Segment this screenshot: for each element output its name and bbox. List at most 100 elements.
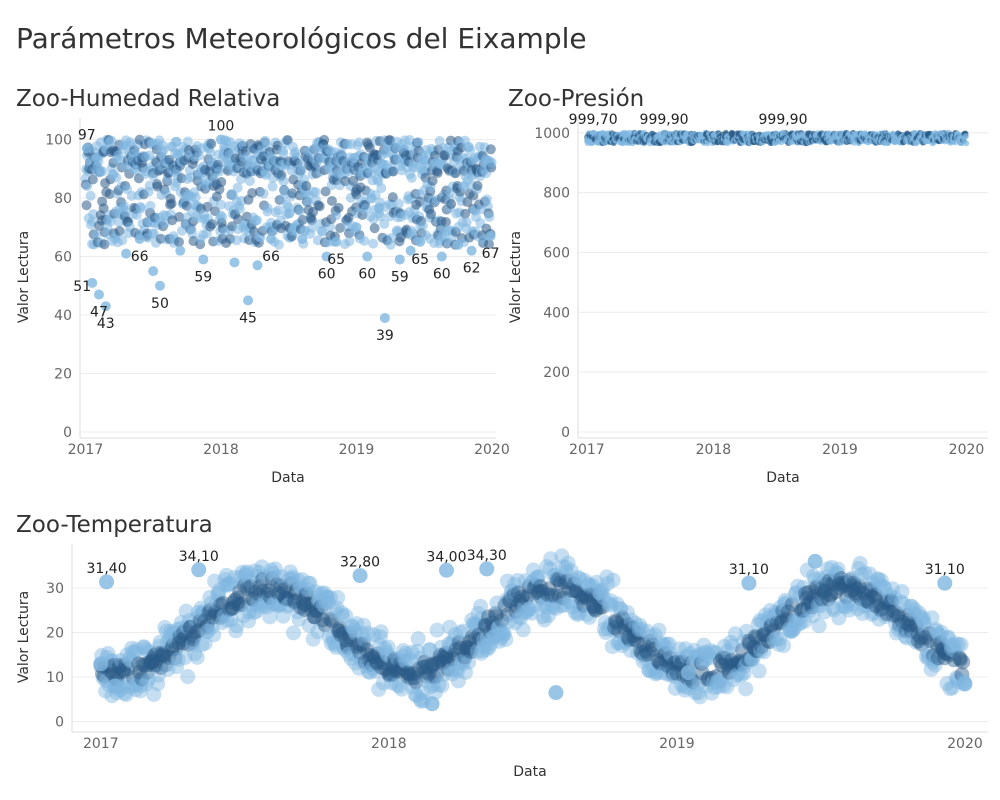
temperature-point [821,573,837,589]
humidity-point [87,277,98,288]
pressure-data-label: 999,90 [640,112,689,128]
temperature-point [334,608,350,624]
temperature-point [238,566,254,582]
temperature-point [720,643,736,659]
temperature-point [788,584,804,600]
temperature-point [408,674,424,690]
temperature-point [181,636,197,652]
temperature-point [554,548,570,564]
temperature-point [428,668,444,684]
humidity-data-label: 39 [376,328,394,344]
temperature-point [719,679,735,695]
temperature-point [703,643,719,659]
temperature-point [207,573,223,589]
temperature-point [892,621,908,637]
temperature-point [93,656,109,672]
temperature-point [840,594,856,610]
temperature-point [915,610,931,626]
temperature-point [300,581,316,597]
temperature-point [524,605,540,621]
temperature-point [758,627,774,643]
humidity-point [174,211,185,222]
humidity-point [387,192,398,203]
temperature-point [592,586,608,602]
temperature-point [895,614,911,630]
temperature-point [464,612,480,628]
temperature-point [764,617,780,633]
temperature-point [192,613,208,629]
temperature-point [896,623,912,639]
humidity-point [87,174,98,185]
page-title: Parámetros Meteorológicos del Eixample [16,22,587,55]
temperature-point [807,572,823,588]
temperature-point [906,605,922,621]
temperature-point [932,628,948,644]
temperature-point [520,588,536,604]
temperature-point [115,662,131,678]
temperature-point [774,613,790,629]
temperature-point [709,674,725,690]
temperature-point [380,639,396,655]
temperature-point [443,662,459,678]
humidity-point [405,245,416,256]
temperature-chart: 0 10 20 30 2017 2018 2019 2020 Data Valor Lectura… [16,544,988,780]
humidity-point [121,248,132,259]
temperature-point [401,667,417,683]
temperature-point [305,631,321,647]
temperature-point [201,604,217,620]
humidity-point [251,215,262,226]
temperature-point [796,602,812,618]
temperature-point [348,625,364,641]
temperature-point [824,559,840,575]
temperature-point [860,594,876,610]
temperature-point [405,679,421,695]
temperature-point [158,623,174,639]
temperature-point [646,659,662,675]
temperature-point [757,607,773,623]
temperature-point [855,598,871,614]
temperature-point [312,587,328,603]
temperature-point [463,644,479,660]
temperature-point [930,650,946,666]
temperature-point [717,650,733,666]
temperature-point [465,629,481,645]
temperature-point [828,564,844,580]
humidity-point [359,235,370,246]
temperature-point [439,648,455,664]
temperature-point [145,651,161,667]
temperature-point [428,684,444,700]
temperature-point [836,598,852,614]
temperature-point [328,639,344,655]
temperature-point [556,597,572,613]
humidity-point [321,251,332,262]
temperature-point [928,621,944,637]
temperature-point [691,675,707,691]
temperature-point [353,653,369,669]
temperature-point [640,646,656,662]
temperature-point [277,590,293,606]
temperature-point [564,599,580,615]
humidity-point [111,172,122,183]
temperature-x-tick-label: 2020 [947,736,983,752]
temperature-point [372,629,388,645]
temperature-point [927,657,943,673]
temperature-point [517,604,533,620]
temperature-point [315,612,331,628]
temperature-point [896,596,912,612]
temperature-point [529,569,545,585]
temperature-point [850,601,866,617]
temperature-point [941,647,957,663]
humidity-point [98,203,109,214]
temperature-data-label: 31,10 [925,562,965,578]
humidity-point [369,223,380,234]
temperature-point [211,587,227,603]
temperature-point [416,654,432,670]
humidity-data-label: 50 [151,296,169,312]
humidity-point [93,289,104,300]
temperature-point [542,561,558,577]
humidity-point [106,135,117,146]
temperature-point [611,622,627,638]
temperature-point [770,604,786,620]
temperature-point [291,611,307,627]
temperature-point [783,623,799,639]
